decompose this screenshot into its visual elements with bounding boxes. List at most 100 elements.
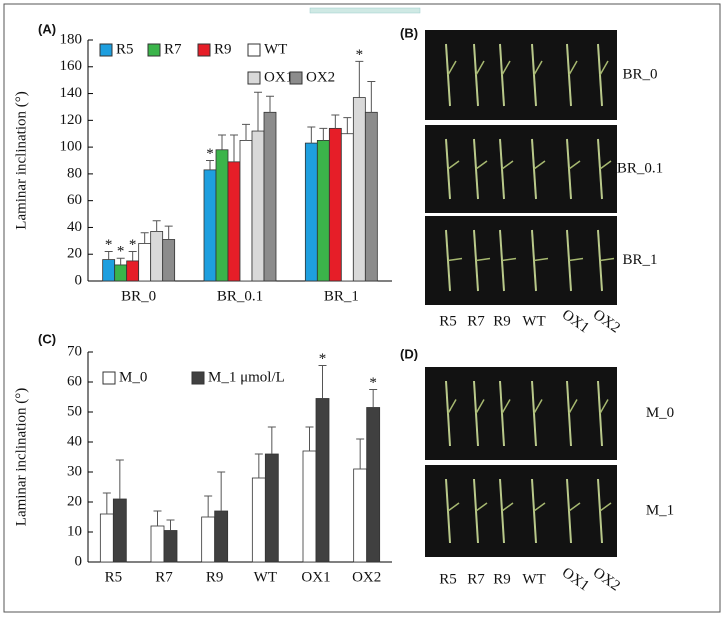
- frame: [3, 3, 721, 613]
- leaf: [533, 502, 546, 512]
- error-bar: [104, 251, 113, 260]
- legend-label: R5: [116, 41, 134, 57]
- genotype-label: R7: [467, 313, 485, 329]
- photo: [425, 125, 617, 213]
- row-label: M_1: [646, 502, 674, 518]
- y-tick-label: 160: [60, 58, 83, 74]
- error-bar: [318, 365, 327, 399]
- bar: [239, 140, 253, 282]
- genotype-label: OX2: [590, 307, 623, 337]
- error-bar: [367, 81, 376, 113]
- bar: [353, 468, 368, 563]
- genotype-label: R9: [493, 571, 511, 587]
- photo: [425, 367, 617, 460]
- error-bar: [254, 91, 262, 132]
- bar: [201, 516, 216, 563]
- y-tick-label: 140: [60, 85, 83, 101]
- leaf: [447, 257, 463, 262]
- bar: [214, 510, 229, 563]
- bar: [99, 513, 114, 563]
- leaf: [599, 160, 612, 170]
- bar: [150, 525, 165, 563]
- bar: [366, 407, 381, 563]
- error-bar: [319, 127, 328, 141]
- leaf: [447, 60, 457, 76]
- error-bar: [242, 123, 250, 141]
- x-tick-label: WT: [254, 569, 277, 585]
- y-tick-label: 20: [67, 246, 82, 262]
- legend-label: WT: [264, 41, 287, 57]
- genotype-label: R5: [439, 313, 457, 329]
- x-tick-label: OX1: [301, 569, 330, 585]
- row-label: M_0: [646, 405, 674, 421]
- bar: [328, 127, 342, 282]
- error-bar: [166, 519, 175, 531]
- y-tick-label: 20: [67, 493, 82, 509]
- panel-label: (C): [38, 331, 56, 346]
- legend-swatch: [289, 71, 303, 85]
- y-tick-label: 40: [67, 433, 82, 449]
- genotype-label: R9: [493, 313, 511, 329]
- bar: [315, 398, 330, 563]
- y-tick-label: 120: [60, 112, 83, 128]
- leaf: [599, 502, 612, 512]
- bar: [215, 149, 229, 282]
- x-tick-label: BR_0.1: [217, 288, 263, 304]
- leaf: [501, 399, 511, 414]
- bar: [316, 140, 330, 282]
- bar: [126, 260, 140, 282]
- error-bar: [267, 426, 276, 454]
- y-tick-label: 180: [60, 31, 83, 47]
- photo: [425, 30, 617, 120]
- error-bar: [217, 471, 226, 511]
- error-bar: [116, 257, 125, 265]
- bar: [340, 133, 354, 282]
- significance-mark: *: [369, 375, 377, 391]
- leaf: [501, 160, 514, 170]
- error-bar: [153, 510, 162, 526]
- leaf: [501, 502, 514, 512]
- y-tick-label: 10: [67, 523, 82, 539]
- leaf: [533, 399, 543, 414]
- y-tick-label: 30: [67, 463, 82, 479]
- legend-label: OX2: [306, 69, 335, 85]
- leaf: [475, 399, 485, 414]
- leaf: [501, 60, 511, 76]
- leaf: [475, 257, 491, 262]
- significance-mark: *: [356, 47, 364, 63]
- bar: [162, 239, 176, 282]
- error-bar: [206, 160, 214, 170]
- row-label: BR_0.1: [617, 160, 663, 176]
- top-bar: [309, 7, 421, 14]
- bar: [114, 264, 128, 282]
- y-tick-label: 0: [75, 553, 83, 569]
- legend-label: R9: [214, 41, 232, 57]
- error-bar: [266, 95, 274, 113]
- genotype-label: WT: [522, 571, 545, 587]
- genotype-label: OX1: [559, 307, 592, 337]
- legend-swatch: [197, 43, 211, 57]
- y-tick-label: 70: [67, 343, 82, 359]
- error-bar: [355, 60, 364, 98]
- legend-swatch: [247, 71, 261, 85]
- y-tick-label: 100: [60, 139, 83, 155]
- y-axis-label: Laminar inclination (°): [13, 388, 29, 526]
- genotype-label: OX1: [559, 565, 592, 595]
- leaf: [533, 60, 543, 76]
- y-tick-label: 40: [67, 219, 82, 235]
- x-tick-label: OX2: [352, 569, 381, 585]
- legend-swatch: [147, 43, 161, 57]
- error-bar: [254, 453, 263, 478]
- x-tick-label: BR_0: [121, 288, 156, 304]
- leaf: [599, 257, 615, 262]
- bar: [112, 498, 127, 563]
- error-bar: [356, 438, 365, 469]
- bar: [251, 130, 265, 282]
- genotype-label: R7: [467, 571, 485, 587]
- legend-label: R7: [164, 41, 182, 57]
- significance-mark: *: [206, 146, 214, 162]
- leaf: [475, 60, 485, 76]
- y-tick-label: 0: [75, 272, 83, 288]
- error-bar: [164, 225, 173, 240]
- genotype-label: WT: [522, 313, 545, 329]
